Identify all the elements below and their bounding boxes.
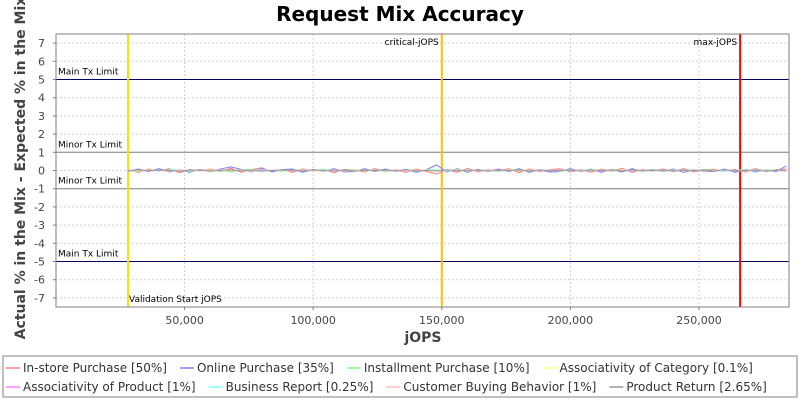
- y-tick-label: 4: [38, 92, 45, 105]
- y-tick-label: -3: [34, 219, 45, 232]
- y-tick-label: 0: [38, 165, 45, 178]
- x-tick-label: 250,000: [676, 314, 722, 327]
- legend-item: Product Return [2.65%]: [626, 380, 767, 394]
- series-line: [127, 169, 787, 172]
- x-tick-label: 50,000: [165, 314, 204, 327]
- y-tick-label: -2: [34, 201, 45, 214]
- y-tick-label: -5: [34, 256, 45, 269]
- y-tick-label: 2: [38, 128, 45, 141]
- legend: In-store Purchase [50%] Online Purchase […: [6, 361, 767, 394]
- y-tick-label: 6: [38, 55, 45, 68]
- y-axis-ticks: 7 6 5 4 3 2 1 0 -1 -2 -3 -4 -5 -6 -7: [34, 37, 56, 305]
- h-marker-label: Minor Tx Limit: [58, 140, 123, 150]
- y-tick-label: 5: [38, 74, 45, 87]
- y-tick-label: 1: [38, 146, 45, 159]
- y-tick-label: -1: [34, 183, 45, 196]
- x-tick-label: 200,000: [548, 314, 594, 327]
- legend-item: Associativity of Product [1%]: [23, 380, 196, 394]
- legend-item: Customer Buying Behavior [1%]: [403, 380, 596, 394]
- horizontal-markers: Main Tx Limit Minor Tx Limit Minor Tx Limi…: [56, 68, 789, 262]
- legend-item: In-store Purchase [50%]: [23, 361, 167, 375]
- legend-item: Online Purchase [35%]: [197, 361, 334, 375]
- v-marker-label: critical-jOPS: [385, 38, 439, 48]
- legend-item: Associativity of Category [0.1%]: [560, 361, 753, 375]
- y-tick-label: -7: [34, 292, 45, 305]
- h-marker-label: Main Tx Limit: [58, 250, 119, 260]
- x-axis-ticks: 50,000 100,000 150,000 200,000 250,000: [165, 307, 722, 327]
- legend-item: Installment Purchase [10%]: [364, 361, 530, 375]
- x-tick-label: 150,000: [419, 314, 465, 327]
- legend-item: Business Report [0.25%]: [226, 380, 374, 394]
- x-axis-label: jOPS: [403, 330, 441, 346]
- y-tick-label: 7: [38, 37, 45, 50]
- y-tick-label: 3: [38, 110, 45, 123]
- h-marker-label: Minor Tx Limit: [58, 177, 123, 187]
- h-marker-label: Main Tx Limit: [58, 68, 119, 78]
- x-tick-label: 100,000: [290, 314, 336, 327]
- chart-title: Request Mix Accuracy: [276, 2, 524, 26]
- series-lines: [127, 164, 787, 175]
- legend-box: [2, 355, 798, 398]
- y-tick-label: -6: [34, 274, 45, 287]
- v-marker-label: Validation Start jOPS: [129, 295, 222, 305]
- y-tick-label: -4: [34, 237, 45, 250]
- y-axis-label: Actual % in the Mix - Expected % in the …: [13, 0, 29, 339]
- v-marker-label: max-jOPS: [694, 38, 738, 48]
